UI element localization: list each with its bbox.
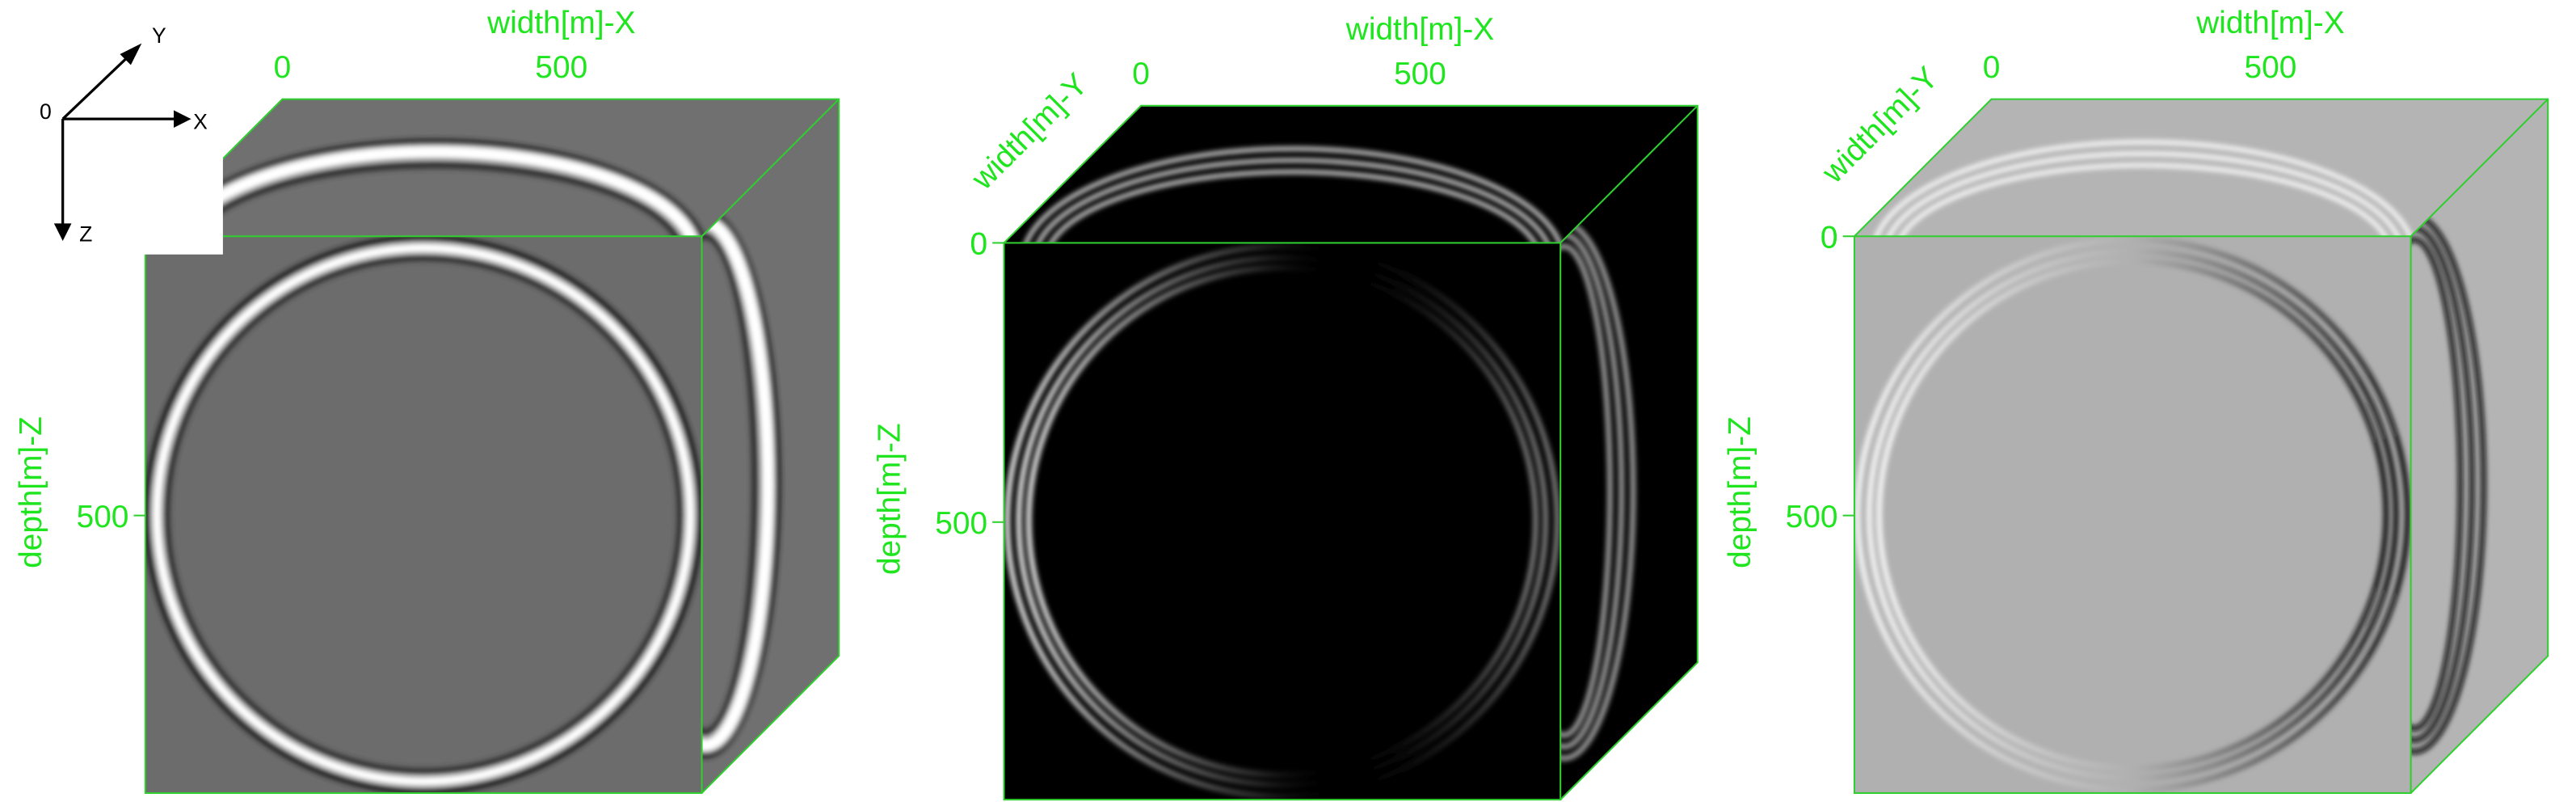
front-wavefront [145, 236, 702, 793]
cube-edge [1559, 105, 1698, 244]
wave-ring [152, 243, 696, 787]
wave-arc [1560, 243, 1613, 738]
x-tick-label: 500 [1394, 57, 1446, 91]
wave-arc [1893, 163, 2393, 237]
z-tick-label: 500 [77, 500, 129, 534]
panels: width[m]-X 0 500 depth[m]-Z 500 width[m]-X 0 50… [14, 6, 2549, 801]
wave-ring [1026, 265, 1538, 778]
wave-arc [2410, 237, 2464, 732]
z-tick-label: 0 [970, 227, 987, 262]
z-tick-label: 0 [1820, 221, 1838, 255]
front-wavefront [1854, 237, 2410, 792]
front-wavefront [1004, 243, 1560, 800]
icon-background [0, 0, 223, 255]
wave-arc [701, 233, 759, 736]
x-tick-label: 0 [1132, 57, 1150, 91]
wave-ring [1876, 258, 2389, 771]
wave-arc [1020, 146, 1566, 243]
wave-ring [145, 236, 702, 793]
wave-ring [1004, 243, 1560, 800]
z-axis-label: depth[m]-Z [873, 423, 907, 575]
wave-arc [1043, 169, 1543, 243]
x-tick-label: 0 [274, 50, 292, 85]
z-tick-label: 500 [935, 506, 987, 541]
x-axis-label: width[m]-X [486, 6, 635, 40]
wave-arc [160, 138, 709, 237]
z-axis-label: depth[m]-Z [1723, 416, 1757, 568]
wave-arc [166, 145, 702, 237]
cube-edge [701, 98, 840, 237]
top-wavefront [1020, 146, 1566, 243]
axis-icon [53, 43, 192, 241]
z-tick-label: 500 [1786, 500, 1838, 534]
top-wavefront [160, 138, 709, 237]
wave-ring [1854, 237, 2410, 792]
x-axis-label: width[m]-X [1345, 12, 1494, 47]
z-axis-label: depth[m]-Z [14, 416, 48, 568]
wave-arc [1870, 140, 2417, 237]
top-wavefront [1870, 140, 2417, 237]
wave-arc [183, 162, 686, 237]
y-tick-label: 0 [1820, 221, 1838, 255]
icon-origin: 0 [40, 99, 52, 124]
x-tick-label: 0 [1983, 50, 2001, 85]
y-tick-label: 0 [970, 227, 987, 262]
x-tick-label: 500 [2245, 50, 2297, 85]
wave-arc [1882, 151, 2405, 237]
icon-x: X [193, 109, 208, 133]
x-axis-label: width[m]-X [2195, 6, 2344, 40]
wave-ring [1867, 248, 2399, 781]
icon-y: Y [152, 23, 166, 48]
wave-ring [1016, 255, 1548, 787]
x-tick-label: 500 [535, 50, 587, 85]
wave-ring [163, 254, 684, 775]
cube-edge [2410, 98, 2549, 237]
icon-z: Z [79, 222, 92, 246]
wave-arc [1031, 158, 1555, 243]
cube-panel: width[m]-X 0 500 depth[m]-Z 500 [14, 6, 840, 794]
